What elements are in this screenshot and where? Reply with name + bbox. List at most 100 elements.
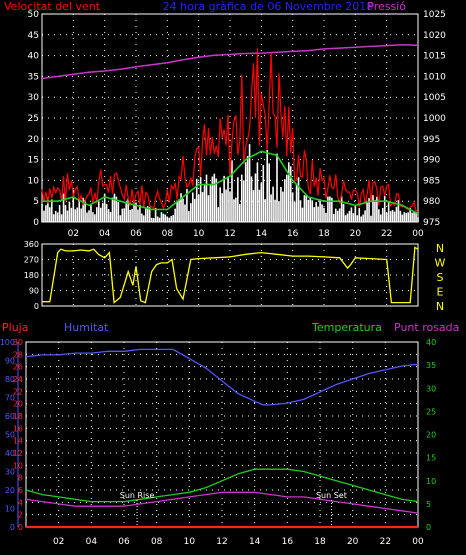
rain-y-tick-label: 4 xyxy=(18,498,23,507)
wind-average-line xyxy=(42,150,419,215)
wind-y-tick-label: 40 xyxy=(28,52,40,62)
wind-x-tick-label: 00 xyxy=(412,229,424,239)
weather-x-tick-label: 22 xyxy=(380,537,391,547)
rain-y-tick-label: 8 xyxy=(18,474,23,483)
wind-x-tick-label: 06 xyxy=(130,229,142,239)
temperature-y-tick-label: 15 xyxy=(426,454,436,463)
wind-y-tick-label: 0 xyxy=(33,218,39,228)
pressure-line xyxy=(41,44,419,80)
temperature-y-tick-label: 40 xyxy=(426,338,436,347)
direction-y-tick-label: 360 xyxy=(24,240,39,249)
dewpoint-axis-title: Punt rosada xyxy=(394,321,459,334)
sun-event-label: Sun Set xyxy=(316,491,347,500)
wind-y-tick-label: 45 xyxy=(28,31,39,41)
weather-x-tick-label: 08 xyxy=(151,537,163,547)
temperature-y-tick-label: 20 xyxy=(426,431,436,440)
humidity-axis-title: Humitat xyxy=(64,321,109,334)
wind-y-tick-label: 5 xyxy=(33,197,39,207)
humidity-y-tick-label: 90 xyxy=(5,357,15,366)
humidity-y-tick-label: 60 xyxy=(5,412,15,421)
pressure-title: Pressió xyxy=(367,0,406,13)
wind-y-tick-label: 30 xyxy=(28,93,40,103)
temperature-y-tick-label: 30 xyxy=(426,384,436,393)
wind-x-tick-label: 20 xyxy=(350,229,362,239)
wind-y-tick-label: 25 xyxy=(28,114,39,124)
rain-y-tick-label: 6 xyxy=(18,486,23,495)
direction-panel-frame xyxy=(41,243,419,307)
rain-axis-title: Pluja xyxy=(2,321,28,334)
compass-label: S xyxy=(437,271,444,284)
pressure-y-tick-label: 1000 xyxy=(423,114,446,124)
wind-x-tick-label: 14 xyxy=(256,229,268,239)
wind-y-tick-label: 50 xyxy=(28,10,40,20)
humidity-y-tick-label: 80 xyxy=(5,375,15,384)
pressure-y-tick-label: 1020 xyxy=(423,31,446,41)
chart-panels: 02 04 06 08 10 12 14 16 18 20 22 000510152025303540… xyxy=(0,10,446,547)
pressure-y-tick-label: 975 xyxy=(423,218,440,228)
humidity-y-tick-label: 10 xyxy=(5,505,15,514)
direction-line xyxy=(42,246,419,304)
weather-x-tick-label: 04 xyxy=(86,537,98,547)
weather-x-tick-label: 10 xyxy=(184,537,196,547)
pressure-y-tick-label: 990 xyxy=(423,156,440,166)
rain-y-tick-label: 0 xyxy=(18,523,23,532)
humidity-line xyxy=(25,348,419,406)
compass-label: E xyxy=(437,286,444,299)
pressure-y-tick-label: 1005 xyxy=(423,93,446,103)
wind-x-tick-label: 12 xyxy=(224,229,235,239)
wind-title: Velocitat del vent xyxy=(4,0,101,13)
compass-label: W xyxy=(435,257,446,270)
humidity-y-tick-label: 40 xyxy=(5,449,15,458)
humidity-y-tick-label: 20 xyxy=(5,486,15,495)
pressure-y-tick-label: 995 xyxy=(423,135,440,145)
humidity-y-tick-label: 100 xyxy=(0,338,15,347)
temperature-y-tick-label: 35 xyxy=(426,361,436,370)
wind-x-tick-label: 02 xyxy=(68,229,79,239)
sun-event-label: Sun Rise xyxy=(120,491,155,500)
wind-y-tick-label: 35 xyxy=(28,72,39,82)
temperature-line xyxy=(25,468,419,503)
direction-y-tick-label: 270 xyxy=(24,256,39,265)
pressure-y-tick-label: 985 xyxy=(423,176,440,186)
wind-y-tick-label: 15 xyxy=(28,156,39,166)
wind-x-tick-label: 22 xyxy=(381,229,392,239)
pressure-y-tick-label: 1025 xyxy=(423,10,446,20)
pressure-y-tick-label: 1010 xyxy=(423,72,446,82)
direction-y-tick-label: 90 xyxy=(29,287,39,296)
wind-x-tick-label: 16 xyxy=(287,229,299,239)
temperature-axis-title: Temperatura xyxy=(311,321,382,334)
humidity-y-tick-label: 30 xyxy=(5,468,15,477)
temperature-y-tick-label: 0 xyxy=(426,523,431,532)
direction-y-tick-label: 180 xyxy=(24,271,39,280)
wind-x-tick-label: 08 xyxy=(162,229,174,239)
temperature-y-tick-label: 25 xyxy=(426,407,436,416)
wind-y-tick-label: 20 xyxy=(28,135,40,145)
weather-x-tick-label: 20 xyxy=(347,537,359,547)
humidity-y-tick-label: 0 xyxy=(10,523,15,532)
pressure-y-tick-label: 980 xyxy=(423,197,440,207)
compass-label: N xyxy=(436,242,444,255)
wind-y-tick-label: 10 xyxy=(28,176,40,186)
rain-y-tick-label: 2 xyxy=(18,511,23,520)
pressure-y-tick-label: 1015 xyxy=(423,52,446,62)
weather-x-tick-label: 02 xyxy=(53,537,64,547)
temperature-y-tick-label: 5 xyxy=(426,500,431,509)
weather-x-tick-label: 14 xyxy=(249,537,261,547)
humidity-y-tick-label: 70 xyxy=(5,394,15,403)
wind-x-tick-label: 10 xyxy=(193,229,205,239)
weather-x-tick-label: 16 xyxy=(282,537,294,547)
humidity-y-tick-label: 50 xyxy=(5,431,15,440)
weather-x-tick-label: 00 xyxy=(412,537,424,547)
weather-x-tick-label: 12 xyxy=(216,537,227,547)
direction-y-tick-label: 0 xyxy=(34,302,39,311)
wind-x-tick-label: 18 xyxy=(318,229,330,239)
weather-x-tick-label: 18 xyxy=(314,537,326,547)
temperature-y-tick-label: 10 xyxy=(426,477,436,486)
wind-x-tick-label: 04 xyxy=(99,229,111,239)
weather-x-tick-label: 06 xyxy=(118,537,130,547)
chart-title: 24 hora gràfica de 06 Novembre 2018 xyxy=(163,0,374,13)
dewpoint-line xyxy=(25,491,419,514)
compass-label: N xyxy=(436,300,444,313)
